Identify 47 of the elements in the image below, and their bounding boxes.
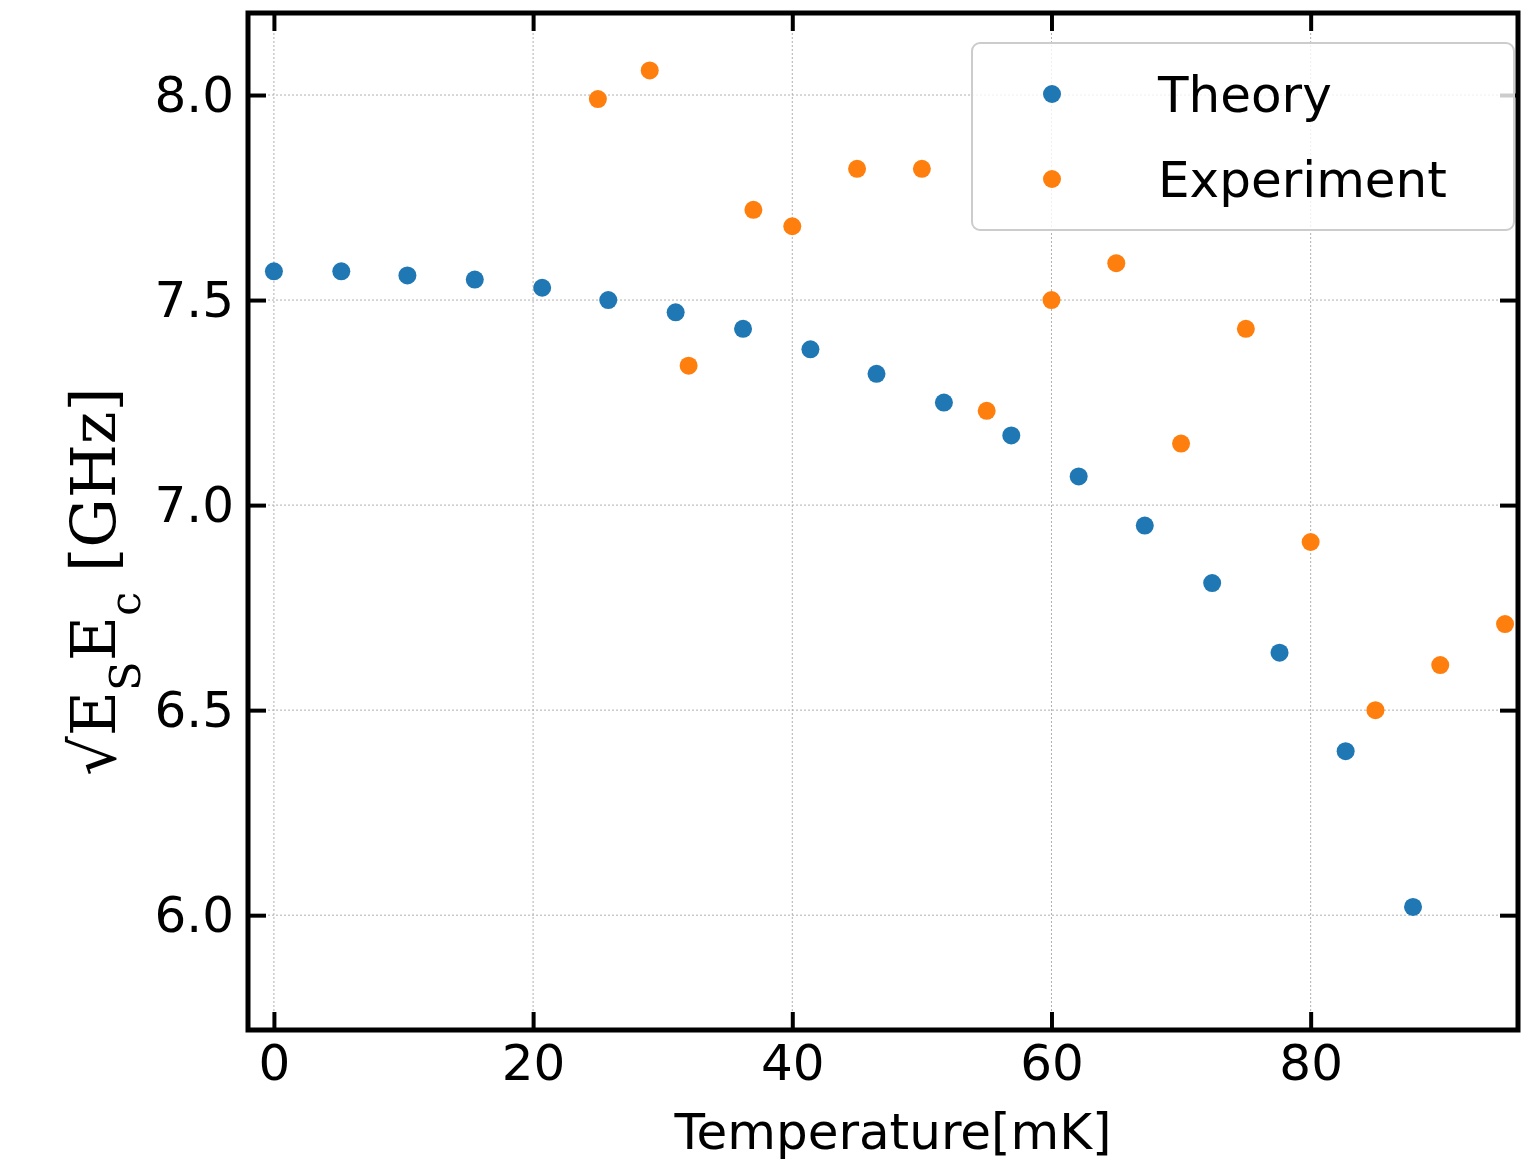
- point: [801, 340, 820, 359]
- point: [1002, 426, 1021, 445]
- point: [1135, 516, 1154, 535]
- point: [1301, 533, 1320, 551]
- point: [1107, 254, 1126, 273]
- x-axis-title: Temperature[mK]: [673, 1103, 1112, 1161]
- point: [1042, 291, 1061, 310]
- y-tick-label: 7.5: [154, 270, 234, 329]
- point: [332, 262, 351, 281]
- point: [934, 393, 953, 412]
- point: [977, 401, 996, 420]
- point: [744, 200, 763, 219]
- point: [465, 270, 484, 289]
- point: [1203, 574, 1222, 593]
- point: [1496, 615, 1515, 634]
- x-tick-label: 60: [1020, 1033, 1084, 1092]
- point: [734, 319, 753, 338]
- point: [588, 90, 607, 109]
- point: [1270, 643, 1289, 662]
- point: [599, 291, 618, 310]
- point: [783, 217, 802, 236]
- point: [1336, 742, 1355, 761]
- point: [679, 356, 698, 375]
- x-tick-label: 0: [258, 1033, 291, 1092]
- point: [912, 159, 931, 178]
- point: [1366, 701, 1385, 720]
- x-tick-label: 40: [760, 1033, 825, 1092]
- point: [848, 159, 867, 178]
- legend-label: Experiment: [1158, 150, 1447, 209]
- y-tick-label: 6.5: [154, 680, 234, 739]
- point: [398, 266, 417, 285]
- point: [867, 364, 886, 383]
- y-tick-label: 7.0: [154, 475, 234, 534]
- point: [1069, 467, 1088, 486]
- point: [264, 262, 283, 281]
- point: [1236, 319, 1255, 338]
- point: [533, 278, 552, 297]
- y-tick-label: 6.0: [154, 885, 234, 944]
- point: [666, 303, 685, 322]
- legend-label: Theory: [1157, 65, 1332, 124]
- y-tick-label: 8.0: [154, 65, 234, 124]
- x-tick-label: 80: [1279, 1033, 1343, 1092]
- point: [1404, 897, 1423, 916]
- point: [1172, 434, 1191, 453]
- x-tick-label: 20: [501, 1033, 566, 1092]
- point: [1431, 656, 1450, 675]
- point: [640, 61, 659, 80]
